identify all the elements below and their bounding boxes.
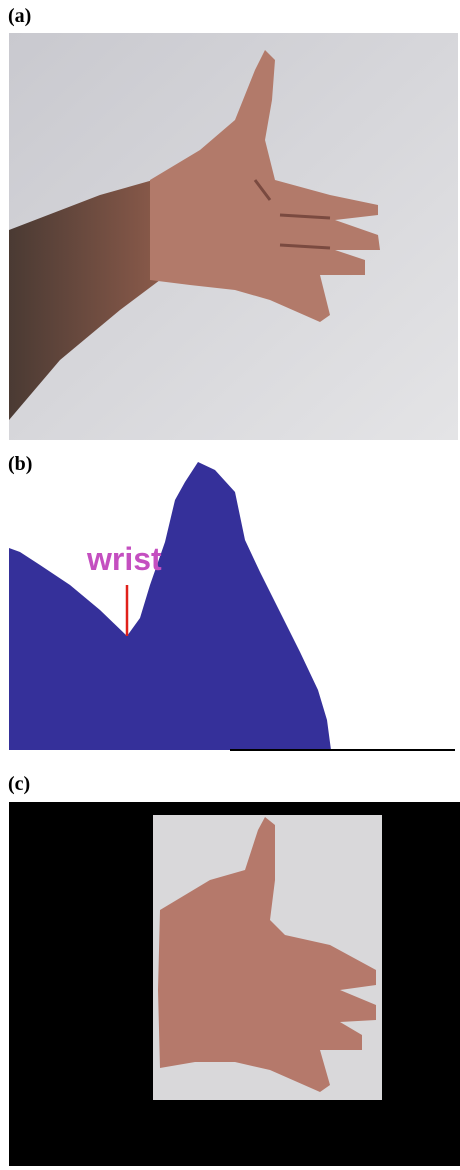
photo-hand	[9, 33, 458, 440]
page: html, body { margin: 0; padding: 0; back…	[0, 0, 460, 1170]
panel-label: (b)	[8, 453, 32, 475]
panel-label: (a)	[8, 5, 31, 27]
profile-plot: wrist	[9, 462, 455, 750]
annotation: wrist	[86, 541, 162, 577]
figure: (a) (b) wrist (c)	[0, 0, 460, 1170]
cropped-hand	[9, 802, 460, 1166]
body: {"panels": [{"label": "(a)"}, {"label": …	[0, 0, 460, 1170]
profile-area	[9, 462, 331, 750]
panel-label: (c)	[8, 773, 30, 795]
